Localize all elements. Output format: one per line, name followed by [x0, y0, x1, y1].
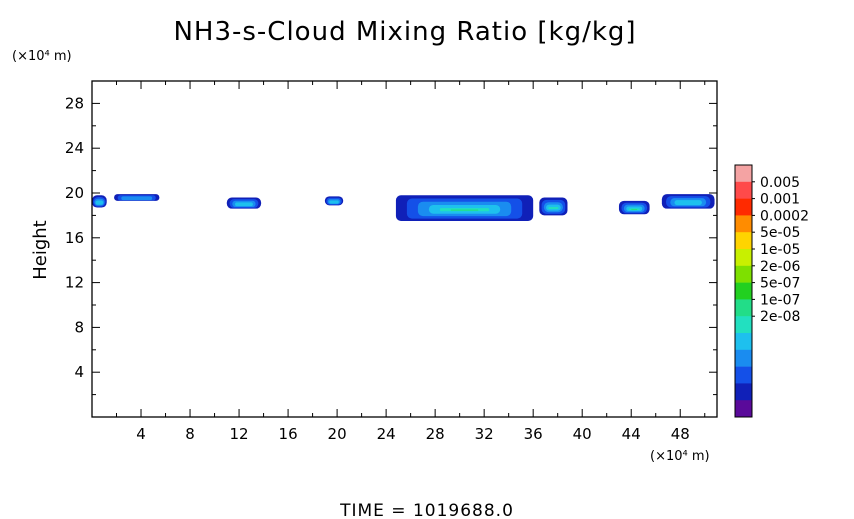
cloud-patch — [114, 194, 160, 201]
colorbar-label: 5e-07 — [760, 276, 800, 292]
colorbar-label: 1e-07 — [760, 292, 800, 308]
cloud-patch — [226, 197, 262, 209]
y-tick-label: 4 — [74, 363, 84, 381]
y-tick-label: 20 — [65, 184, 84, 202]
colorbar-label: 0.005 — [760, 175, 800, 191]
x-tick-label: 44 — [622, 425, 641, 443]
cloud-layer — [674, 200, 702, 206]
x-tick-label: 12 — [230, 425, 249, 443]
y-tick-label: 28 — [65, 94, 84, 112]
x-tick-label: 48 — [671, 425, 690, 443]
cloud-patch — [395, 195, 534, 221]
x-tick-label: 40 — [573, 425, 592, 443]
colorbar-label: 2e-06 — [760, 259, 800, 275]
cloud-patch — [92, 195, 107, 208]
cloud-layer — [450, 209, 479, 211]
colorbar: 0.0050.0010.00025e-051e-052e-065e-071e-0… — [734, 164, 809, 418]
colorbar-swatch — [735, 366, 752, 384]
cloud-patch — [324, 196, 344, 206]
y-unit-label: (×10⁴ m) — [12, 49, 72, 64]
x-tick-label: 28 — [426, 425, 445, 443]
colorbar-swatch — [735, 165, 752, 183]
x-tick-label: 32 — [475, 425, 494, 443]
colorbar-swatch — [735, 265, 752, 283]
colorbar-swatch — [735, 215, 752, 233]
colorbar-swatch — [735, 316, 752, 334]
x-tick-label: 20 — [328, 425, 347, 443]
x-tick-label: 36 — [524, 425, 543, 443]
colorbar-frame — [734, 164, 753, 418]
x-tick-label: 24 — [377, 425, 396, 443]
cloud-patch — [661, 194, 715, 209]
colorbar-swatch — [735, 181, 752, 199]
plot-frame — [91, 80, 718, 418]
cloud-layer — [548, 206, 559, 210]
colorbar-label: 0.001 — [760, 192, 800, 208]
x-unit-label: (×10⁴ m) — [650, 449, 710, 464]
colorbar-swatch — [735, 198, 752, 216]
cloud-layer — [95, 200, 104, 205]
cloud-patch — [618, 200, 650, 215]
colorbar-swatch — [735, 232, 752, 250]
x-tick-label: 16 — [279, 425, 298, 443]
colorbar-label: 5e-05 — [760, 225, 800, 241]
chart-title: NH3-s-Cloud Mixing Ratio [kg/kg] — [173, 17, 636, 47]
colorbar-swatch — [735, 349, 752, 367]
colorbar-label: 1e-05 — [760, 242, 800, 258]
cloud-layer — [631, 208, 638, 211]
colorbar-swatch — [735, 299, 752, 317]
colorbar-label: 0.0002 — [760, 208, 809, 224]
y-tick-label: 8 — [74, 318, 84, 336]
y-tick-label: 12 — [65, 274, 84, 292]
colorbar-swatch — [735, 249, 752, 267]
y-tick-label: 24 — [65, 139, 84, 157]
plot-content — [92, 194, 715, 221]
colorbar-swatch — [735, 282, 752, 300]
y-axis-label: Height — [30, 220, 51, 280]
colorbar-label: 2e-08 — [760, 309, 800, 325]
colorbar-swatch — [735, 400, 752, 418]
time-label: TIME = 1019688.0 — [339, 501, 514, 519]
cloud-layer — [121, 196, 153, 201]
cloud-patch — [539, 197, 568, 216]
x-tick-label: 8 — [185, 425, 195, 443]
y-tick-label: 16 — [65, 229, 84, 247]
cloud-layer — [329, 200, 339, 204]
colorbar-swatch — [735, 383, 752, 401]
cloud-layer — [235, 202, 253, 207]
x-tick-label: 4 — [136, 425, 146, 443]
colorbar-swatch — [735, 333, 752, 351]
